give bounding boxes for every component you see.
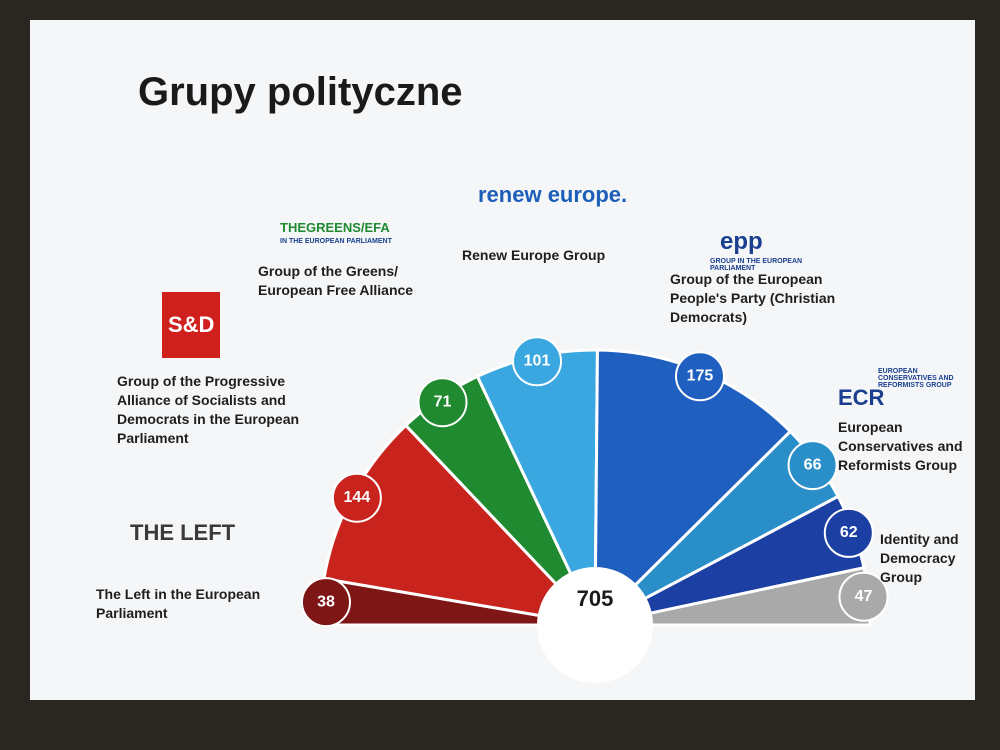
group-logo: S&D (162, 292, 221, 358)
slide-title: Grupy polityczne (138, 70, 463, 114)
slide: Grupy polityczne 705 38 144 71 101 175 66 62 47 … (30, 20, 975, 700)
value-label: 71 (434, 393, 452, 410)
group-logo: renew europe. (478, 182, 628, 207)
logo-note: group in the european parliament (710, 258, 803, 272)
total-label: 705 (577, 586, 614, 611)
value-bubble (838, 571, 889, 622)
legend-label: Group of the European People's Party (Ch… (670, 271, 836, 325)
value-bubble (300, 577, 351, 628)
legend-label: Renew Europe Group (462, 247, 606, 263)
legend-label: Group of the Greens/ European Free Allia… (258, 263, 414, 298)
value-bubble (787, 440, 838, 491)
logo-note: in the European Parliament (280, 238, 392, 245)
value-label: 144 (344, 489, 371, 506)
value-bubble (512, 336, 563, 387)
value-bubble (417, 377, 468, 428)
value-label: 101 (524, 353, 551, 370)
group-logo: ECR (838, 385, 885, 410)
value-bubble (823, 507, 874, 558)
legend-label: The Left in the European Parliament (96, 586, 261, 621)
legend-label: Group of the Progressive Alliance of Soc… (117, 373, 300, 446)
value-bubble (674, 351, 725, 402)
logo-note: EUROPEAN CONSERVATIVES AND REFORMISTS GR… (878, 368, 954, 389)
chart: 705 38 144 71 101 175 66 62 47 (300, 336, 889, 683)
group-logo: THE LEFT (130, 520, 236, 545)
group-logo: epp (720, 228, 763, 255)
group-logo: THEGREENS/EFA (280, 220, 390, 235)
center-hole (537, 567, 653, 683)
legend-label: European Conservatives and Reformists Gr… (838, 419, 963, 473)
value-label: 62 (840, 524, 858, 541)
legend-label: Identity and Democracy Group (880, 531, 959, 585)
value-label: 175 (687, 367, 714, 384)
value-label: 47 (855, 588, 873, 605)
value-label: 38 (317, 593, 335, 610)
value-bubble (331, 472, 382, 523)
value-label: 66 (804, 456, 822, 473)
